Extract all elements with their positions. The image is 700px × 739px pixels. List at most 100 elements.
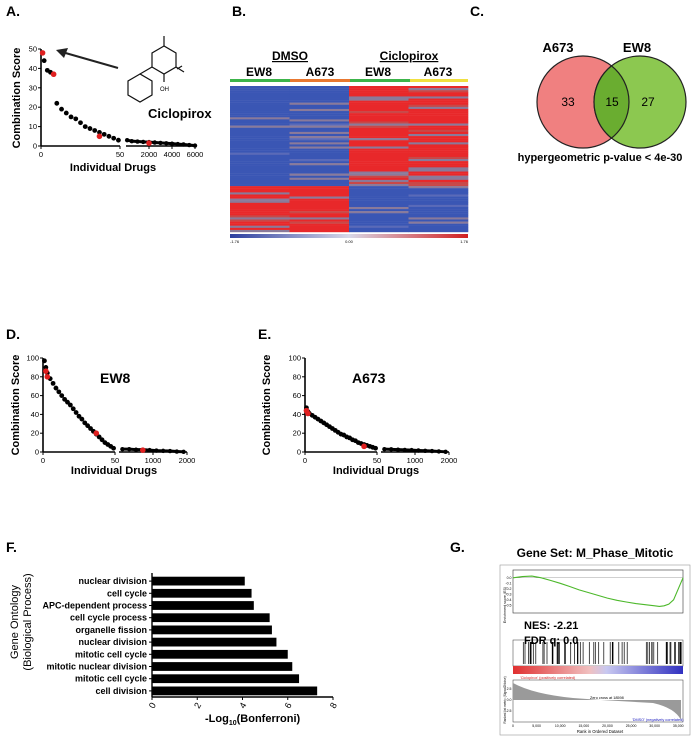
heatmap-cell bbox=[289, 100, 350, 103]
heatmap-cell bbox=[349, 121, 409, 124]
A-point bbox=[87, 126, 93, 131]
heatmap-cell bbox=[349, 165, 409, 168]
panel-f-bar-chart: nuclear division cell cycle APC-dependent … bbox=[42, 573, 339, 710]
heatmap-group-ciclopirox: Ciclopirox bbox=[380, 49, 439, 63]
heatmap-cell bbox=[230, 92, 290, 95]
D-point bbox=[73, 410, 79, 415]
heatmap-scale-bar bbox=[230, 234, 468, 238]
heatmap-cell bbox=[230, 123, 290, 126]
heatmap-cell bbox=[289, 186, 350, 189]
gsea-rank-tick-label: 35,000 bbox=[673, 724, 684, 728]
heatmap-cell bbox=[349, 100, 409, 103]
heatmap-cell bbox=[408, 121, 469, 124]
heatmap-cell bbox=[230, 184, 290, 187]
heatmap-cell bbox=[408, 163, 469, 166]
panel-f: F. Gene Ontology (Biological Process) nu… bbox=[6, 539, 339, 727]
heatmap-colorbar-1 bbox=[230, 79, 290, 82]
A-point bbox=[54, 100, 60, 106]
heatmap-cell bbox=[349, 159, 409, 162]
heatmap-cell bbox=[289, 117, 350, 120]
E-highlight-point bbox=[305, 410, 311, 417]
heatmap-cell bbox=[289, 206, 350, 210]
panel-f-xlabel-sub: 10 bbox=[229, 720, 237, 727]
heatmap-cell bbox=[408, 202, 469, 206]
E-xtick-label: 0 bbox=[303, 456, 307, 465]
heatmap-cell bbox=[349, 163, 409, 166]
heatmap-cell bbox=[408, 125, 469, 128]
D-highlight-point bbox=[140, 447, 146, 453]
heatmap-cell bbox=[349, 184, 409, 187]
heatmap-cell bbox=[230, 88, 290, 91]
heatmap-cell bbox=[408, 140, 469, 143]
D-ytick-label: 20 bbox=[31, 429, 39, 438]
F-bar bbox=[152, 662, 293, 671]
heatmap-cell bbox=[230, 152, 290, 156]
heatmap-cell bbox=[289, 209, 350, 212]
heatmap-cell bbox=[289, 159, 350, 162]
heatmap-cell bbox=[408, 152, 469, 156]
gsea-chart: 0.0-0.1-0.2-0.3-0.4-0.52.50.0-2.50 5,000 1… bbox=[505, 569, 684, 728]
heatmap-cell bbox=[230, 200, 290, 203]
heatmap-cell bbox=[289, 150, 350, 153]
heatmap-cell bbox=[349, 138, 409, 141]
A-point bbox=[116, 137, 121, 143]
heatmap-cell bbox=[289, 173, 350, 176]
heatmap-cell bbox=[289, 184, 350, 187]
D-point bbox=[59, 393, 65, 398]
heatmap-col-4: A673 bbox=[424, 65, 453, 79]
panel-d: D. EW8 Combination Score Individual Drug… bbox=[6, 326, 195, 477]
heatmap-cell bbox=[289, 177, 350, 181]
heatmap-cell bbox=[408, 144, 469, 147]
heatmap-cell bbox=[349, 194, 409, 197]
heatmap-cell bbox=[230, 227, 290, 231]
F-category-label: cell cycle process bbox=[70, 613, 147, 623]
heatmap-cell bbox=[408, 173, 469, 176]
heatmap-cell bbox=[230, 209, 290, 212]
heatmap-cell bbox=[230, 113, 290, 116]
A-point bbox=[68, 114, 74, 120]
heatmap-cell bbox=[408, 150, 469, 153]
E-point bbox=[373, 445, 378, 451]
panel-e: E. A673 Combination Score Individual Dru… bbox=[258, 326, 457, 477]
heatmap-cell bbox=[408, 225, 469, 229]
heatmap-cell bbox=[230, 196, 290, 199]
heatmap-cell bbox=[408, 113, 469, 116]
heatmap-cell bbox=[349, 125, 409, 128]
gsea-es-axis-label: Enrichment score (ES) bbox=[503, 587, 507, 623]
heatmap-cell bbox=[230, 213, 290, 216]
heatmap-col-1: EW8 bbox=[246, 65, 272, 79]
heatmap-cell bbox=[349, 119, 409, 122]
heatmap-cell bbox=[230, 138, 290, 141]
heatmap-cell bbox=[408, 115, 469, 118]
A-ytick-label: 50 bbox=[29, 45, 37, 54]
heatmap-cell bbox=[230, 169, 290, 172]
panel-f-label: F. bbox=[6, 539, 17, 555]
heatmap-cell bbox=[349, 179, 409, 183]
E-xtick-label: 2000 bbox=[441, 456, 458, 465]
A-tail-line bbox=[126, 138, 196, 148]
F-category-label: mitotic cell cycle bbox=[75, 649, 147, 659]
heatmap-cell bbox=[289, 146, 350, 149]
heatmap-cell bbox=[349, 177, 409, 181]
heatmap-cell bbox=[349, 123, 409, 126]
heatmap-cell bbox=[230, 111, 290, 114]
arrow-head-icon bbox=[56, 48, 68, 58]
heatmap-cell bbox=[230, 115, 290, 118]
heatmap-cell bbox=[408, 177, 469, 181]
venn-overlap bbox=[593, 65, 630, 139]
heatmap-cell bbox=[289, 154, 350, 158]
gsea-metric-axis-label: Ranked list metric (Signal2Noise) bbox=[503, 676, 507, 723]
heatmap-cell bbox=[408, 142, 469, 145]
heatmap-cell bbox=[230, 146, 290, 149]
heatmap-cell bbox=[289, 200, 350, 203]
venn-set-a673: A673 bbox=[542, 40, 573, 55]
A-point bbox=[82, 124, 88, 129]
F-bar bbox=[152, 625, 272, 635]
E-ytick-label: 80 bbox=[293, 372, 301, 381]
heatmap-cell bbox=[230, 188, 290, 191]
F-bar bbox=[152, 649, 288, 659]
heatmap-cell bbox=[230, 159, 290, 162]
heatmap-col-3: EW8 bbox=[365, 65, 391, 79]
heatmap-cell bbox=[289, 188, 350, 191]
heatmap-cell bbox=[289, 156, 350, 160]
